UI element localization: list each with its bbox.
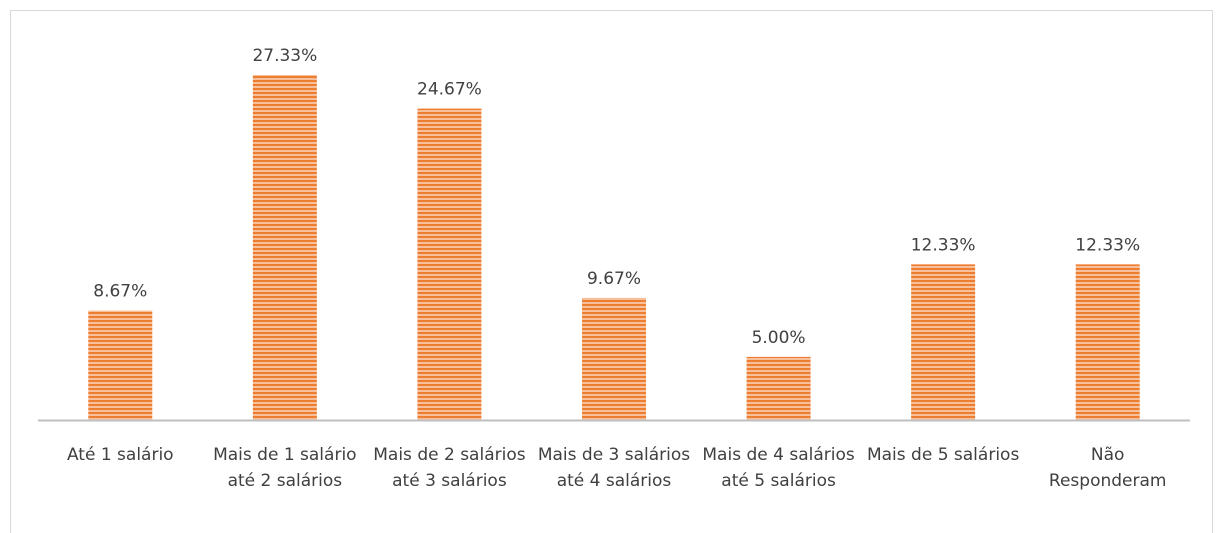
bar bbox=[911, 264, 976, 420]
data-label: 24.67% bbox=[417, 80, 482, 100]
data-label: 9.67% bbox=[587, 269, 641, 289]
x-tick-label: Não Responderam bbox=[1048, 445, 1167, 491]
chart-frame bbox=[10, 10, 1213, 533]
data-label: 27.33% bbox=[252, 46, 317, 66]
x-tick-label: Mais de 4 salários até 5 salários bbox=[702, 445, 855, 491]
x-tick-label: Até 1 salário bbox=[66, 445, 174, 465]
bar bbox=[746, 356, 811, 420]
bar bbox=[582, 297, 646, 420]
data-label: 5.00% bbox=[752, 328, 806, 348]
bar bbox=[417, 108, 482, 420]
bar bbox=[252, 75, 317, 420]
bar bbox=[88, 310, 153, 420]
bar bbox=[1075, 264, 1140, 420]
data-label: 8.67% bbox=[93, 282, 147, 302]
data-label: 12.33% bbox=[911, 235, 976, 255]
x-tick-label: Mais de 5 salários bbox=[866, 445, 1020, 465]
x-tick-label: Mais de 3 salários até 4 salários bbox=[537, 445, 691, 491]
x-tick-label: Mais de 1 salário até 2 salários bbox=[213, 445, 357, 491]
x-tick-label: Mais de 2 salários até 3 salários bbox=[373, 445, 526, 491]
data-label: 12.33% bbox=[1075, 235, 1140, 255]
